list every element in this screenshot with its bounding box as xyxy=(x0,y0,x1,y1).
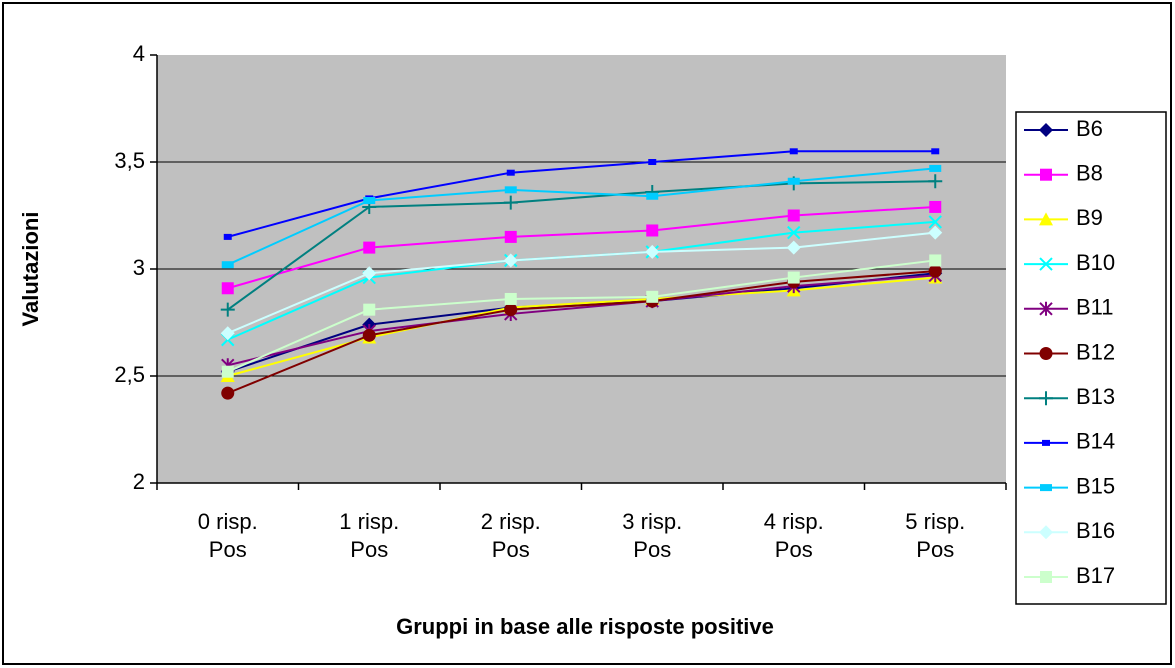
legend-marker xyxy=(1039,347,1053,360)
legend-label: B10 xyxy=(1076,250,1115,275)
legend-marker xyxy=(1039,123,1053,137)
marker xyxy=(646,224,659,237)
marker xyxy=(931,148,940,155)
marker xyxy=(221,386,235,400)
marker xyxy=(363,197,376,205)
marker xyxy=(220,302,235,317)
y-tick-label: 2,5 xyxy=(114,362,145,387)
x-tick-label: 5 risp. Pos xyxy=(905,509,966,562)
legend-label: B6 xyxy=(1076,116,1103,141)
marker xyxy=(648,159,657,165)
marker xyxy=(504,292,517,305)
marker xyxy=(786,240,801,255)
marker xyxy=(929,164,942,172)
marker xyxy=(928,264,942,278)
marker xyxy=(504,230,517,243)
marker xyxy=(787,271,800,284)
marker xyxy=(504,186,517,194)
marker xyxy=(928,215,942,229)
legend-marker xyxy=(1040,571,1052,583)
legend-marker xyxy=(1040,484,1052,492)
marker xyxy=(503,195,518,210)
series-line xyxy=(227,150,936,238)
marker xyxy=(789,148,798,155)
y-axis-title: Valutazioni xyxy=(18,212,43,327)
marker xyxy=(645,244,660,259)
series-line xyxy=(227,274,936,367)
series-line xyxy=(227,167,936,266)
marker xyxy=(646,192,659,200)
marker xyxy=(362,328,376,342)
x-axis-title: Gruppi in base alle risposte positive xyxy=(396,614,774,639)
legend xyxy=(1015,111,1167,605)
marker xyxy=(787,177,800,185)
series-line xyxy=(227,270,936,395)
marker xyxy=(928,225,943,240)
y-tick-label: 3,5 xyxy=(114,148,145,173)
marker xyxy=(503,253,518,268)
marker xyxy=(929,200,942,213)
legend-label: B14 xyxy=(1076,429,1115,454)
legend-label: B17 xyxy=(1076,563,1115,588)
series-line xyxy=(227,180,936,311)
legend-label: B12 xyxy=(1076,339,1115,364)
legend-label: B8 xyxy=(1076,161,1103,186)
marker xyxy=(646,290,659,303)
legend-label: B16 xyxy=(1076,518,1115,543)
marker xyxy=(362,266,377,281)
legend-label: B15 xyxy=(1076,473,1115,498)
legend-marker xyxy=(1040,168,1052,181)
y-tick-label: 2 xyxy=(133,469,145,494)
legend-marker xyxy=(1039,391,1053,406)
marker xyxy=(221,282,234,295)
legend-marker xyxy=(1039,525,1053,540)
marker xyxy=(220,326,235,341)
series-line xyxy=(227,231,936,335)
series-line xyxy=(227,272,936,373)
y-tick-label: 4 xyxy=(133,41,145,66)
marker xyxy=(223,233,232,240)
x-tick-label: 2 risp. Pos xyxy=(480,509,541,562)
legend-marker xyxy=(1042,439,1050,446)
marker xyxy=(928,174,943,189)
legend-label: B9 xyxy=(1076,205,1103,230)
series-line xyxy=(227,259,936,373)
x-tick-label: 0 risp. Pos xyxy=(197,509,258,562)
marker xyxy=(506,169,515,176)
marker xyxy=(504,303,518,317)
x-tick-label: 1 risp. Pos xyxy=(339,509,400,562)
marker xyxy=(787,225,801,240)
x-tick-label: 4 risp. Pos xyxy=(763,509,824,562)
legend-marker xyxy=(1039,301,1053,316)
marker xyxy=(363,303,376,316)
series-line xyxy=(227,205,936,290)
marker xyxy=(787,209,800,222)
legend-marker xyxy=(1039,257,1053,271)
y-tick-label: 3 xyxy=(133,255,145,280)
x-tick-label: 3 risp. Pos xyxy=(622,509,683,562)
marker xyxy=(929,254,942,267)
legend-marker xyxy=(1039,212,1053,226)
marker xyxy=(221,261,234,269)
marker xyxy=(363,241,376,254)
legend-label: B13 xyxy=(1076,384,1115,409)
marker xyxy=(221,365,234,378)
legend-label: B11 xyxy=(1076,295,1114,320)
